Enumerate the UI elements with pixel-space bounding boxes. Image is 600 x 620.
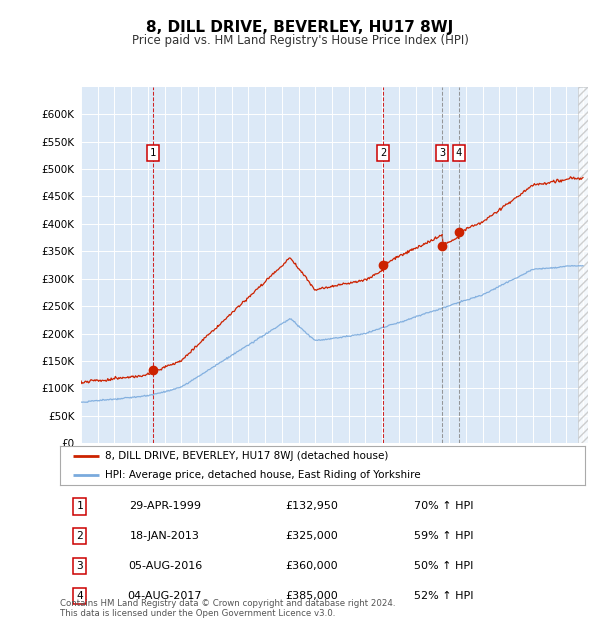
Text: 04-AUG-2017: 04-AUG-2017 bbox=[128, 591, 202, 601]
Text: 05-AUG-2016: 05-AUG-2016 bbox=[128, 561, 202, 571]
Text: £360,000: £360,000 bbox=[286, 561, 338, 571]
Text: 1: 1 bbox=[77, 502, 83, 512]
Text: 8, DILL DRIVE, BEVERLEY, HU17 8WJ (detached house): 8, DILL DRIVE, BEVERLEY, HU17 8WJ (detac… bbox=[104, 451, 388, 461]
Text: 50% ↑ HPI: 50% ↑ HPI bbox=[413, 561, 473, 571]
Bar bbox=[578, 87, 588, 443]
Text: HPI: Average price, detached house, East Riding of Yorkshire: HPI: Average price, detached house, East… bbox=[104, 470, 420, 480]
Text: £325,000: £325,000 bbox=[286, 531, 338, 541]
Text: 4: 4 bbox=[456, 148, 462, 157]
Text: 18-JAN-2013: 18-JAN-2013 bbox=[130, 531, 200, 541]
Text: 70% ↑ HPI: 70% ↑ HPI bbox=[413, 502, 473, 512]
Text: 2: 2 bbox=[77, 531, 83, 541]
Text: Price paid vs. HM Land Registry's House Price Index (HPI): Price paid vs. HM Land Registry's House … bbox=[131, 34, 469, 47]
Text: 3: 3 bbox=[77, 561, 83, 571]
Text: £385,000: £385,000 bbox=[286, 591, 338, 601]
Text: 4: 4 bbox=[77, 591, 83, 601]
Text: 52% ↑ HPI: 52% ↑ HPI bbox=[413, 591, 473, 601]
Text: 3: 3 bbox=[439, 148, 445, 157]
Text: 8, DILL DRIVE, BEVERLEY, HU17 8WJ: 8, DILL DRIVE, BEVERLEY, HU17 8WJ bbox=[146, 20, 454, 35]
Text: £132,950: £132,950 bbox=[286, 502, 338, 512]
Text: Contains HM Land Registry data © Crown copyright and database right 2024.
This d: Contains HM Land Registry data © Crown c… bbox=[60, 599, 395, 618]
Text: 2: 2 bbox=[380, 148, 386, 157]
Text: 29-APR-1999: 29-APR-1999 bbox=[129, 502, 201, 512]
Text: 59% ↑ HPI: 59% ↑ HPI bbox=[413, 531, 473, 541]
Text: 1: 1 bbox=[150, 148, 157, 157]
